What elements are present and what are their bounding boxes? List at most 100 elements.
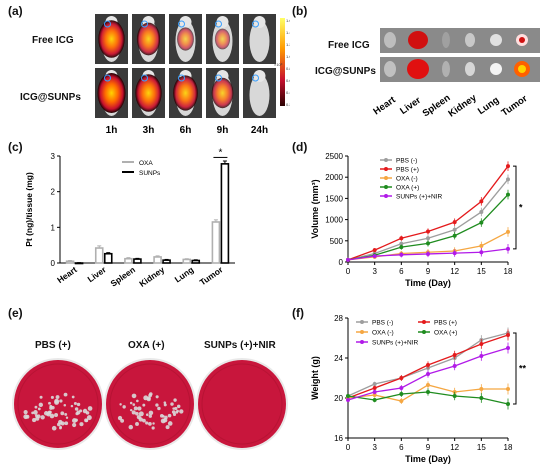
time-label: 3h [143,125,155,136]
bar-sunps-liver [103,252,113,264]
panel-b-row-label-free-icg: Free ICG [328,40,370,51]
legend-marker [360,320,364,324]
data-point [426,236,430,241]
y-axis-label: Volume (mm³) [310,179,320,238]
y-tick-label: 2 [51,188,56,197]
tumor-signal-free-icg [519,37,525,43]
organ-icg-sunps [384,61,396,77]
bar-sunps-tumor [220,163,230,264]
panel-a-row-label-icg-sunps: ICG@SUNPs [20,92,81,103]
data-point [452,220,457,225]
legend-marker [360,330,364,334]
data-point [372,398,377,402]
y-tick-label: 1500 [325,194,343,203]
data-point [372,382,377,386]
legend-marker [384,167,388,171]
legend-label: PBS (+) [396,167,419,174]
data-point [479,250,484,255]
ivis-imaging-grid: 1.6 1.4 1.2 1.0 0.8 0.6 0.4 0.2 ×10⁹ 1h 3h 6h 9h 24h [95,14,290,136]
x-tick-label: Tumor [198,264,225,287]
data-point [426,372,430,376]
legend-marker [384,158,388,162]
y-tick-label: 2000 [325,173,343,182]
mouse-image-r1-c0 [95,68,128,118]
y-tick-label: 3 [51,152,56,161]
legend-marker [360,340,364,344]
data-point [479,220,484,225]
bar-oxa-heart [65,260,75,264]
bar-oxa-lung [182,258,192,264]
bar-oxa-liver [94,247,104,264]
organ-label: Liver [398,95,423,117]
organ-icg-sunps [407,59,429,79]
data-point [346,257,350,262]
legend-label: SUNPs [139,170,161,177]
colorbar-tick: 0.2 [286,102,290,107]
data-point [399,236,404,241]
mouse-image-r1-c1 [132,68,165,118]
y-axis-label: Weight (g) [310,356,320,400]
colorbar-exponent: ×10⁹ [274,62,283,67]
y-tick-label: 500 [330,237,344,246]
colorbar-tick: 0.4 [286,90,290,95]
y-tick-label: 24 [334,354,343,363]
panel-b: Free ICG ICG@SUNPs Heart Liver Spleen Kidne… [290,0,550,140]
mouse-image-r0-c0 [95,14,128,64]
bar-oxa-tumor [211,221,221,264]
legend-marker [422,320,426,324]
panel-label-d: (d) [292,140,308,154]
x-tick-label: Liver [86,264,109,284]
x-tick-label: 15 [477,267,486,276]
significance-mark: ** [519,364,527,374]
y-tick-label: 2500 [325,152,343,161]
data-point [399,392,404,396]
data-point [479,387,484,391]
data-point [452,353,457,357]
x-tick-label: 12 [450,443,459,452]
data-point [506,192,510,197]
data-point [452,364,457,368]
data-point [506,177,510,182]
bar-oxa-kidney [153,256,162,264]
panel-label-e: (e) [8,306,23,320]
legend-label: OXA (+) [396,185,419,192]
x-tick-label: 9 [426,443,431,452]
x-tick-label: 0 [346,267,351,276]
panel-label-a: (a) [8,4,23,18]
time-label: 1h [106,125,118,136]
panel-label-b: (b) [292,4,308,18]
x-tick-label: 0 [346,443,351,452]
legend-label: SUNPs (+)+NIR [372,340,419,347]
data-point [426,363,430,367]
data-point [426,241,430,246]
colorbar-tick: 0.6 [286,78,290,83]
organ-label: Heart [371,94,398,117]
y-tick-label: 1 [51,223,56,232]
data-point [506,246,510,251]
mouse-image-r0-c2 [169,14,202,64]
mouse-image-r1-c4 [243,68,276,118]
data-point [399,245,404,250]
y-tick-label: 1000 [325,216,343,225]
mouse-image-r0-c4 [243,14,276,64]
organ-label: Tumor [500,93,530,119]
data-point [452,394,457,398]
x-tick-label: Heart [55,264,79,285]
data-point [506,346,510,350]
organ-free-icg [408,31,428,49]
data-point [479,342,484,346]
data-point [426,383,430,387]
petri-dish-1 [104,358,196,450]
data-point [399,241,404,246]
x-tick-label: 6 [399,267,404,276]
bar-sunps-lung [191,259,201,264]
data-point [346,394,350,398]
data-point [372,390,377,394]
organ-label: Lung [476,95,501,117]
legend-marker [384,185,388,189]
data-point [372,248,377,253]
y-tick-label: 0 [51,259,56,268]
dish-label-pbs: PBS (+) [35,340,71,351]
dish-label-oxa: OXA (+) [128,340,165,351]
data-point [372,386,377,390]
